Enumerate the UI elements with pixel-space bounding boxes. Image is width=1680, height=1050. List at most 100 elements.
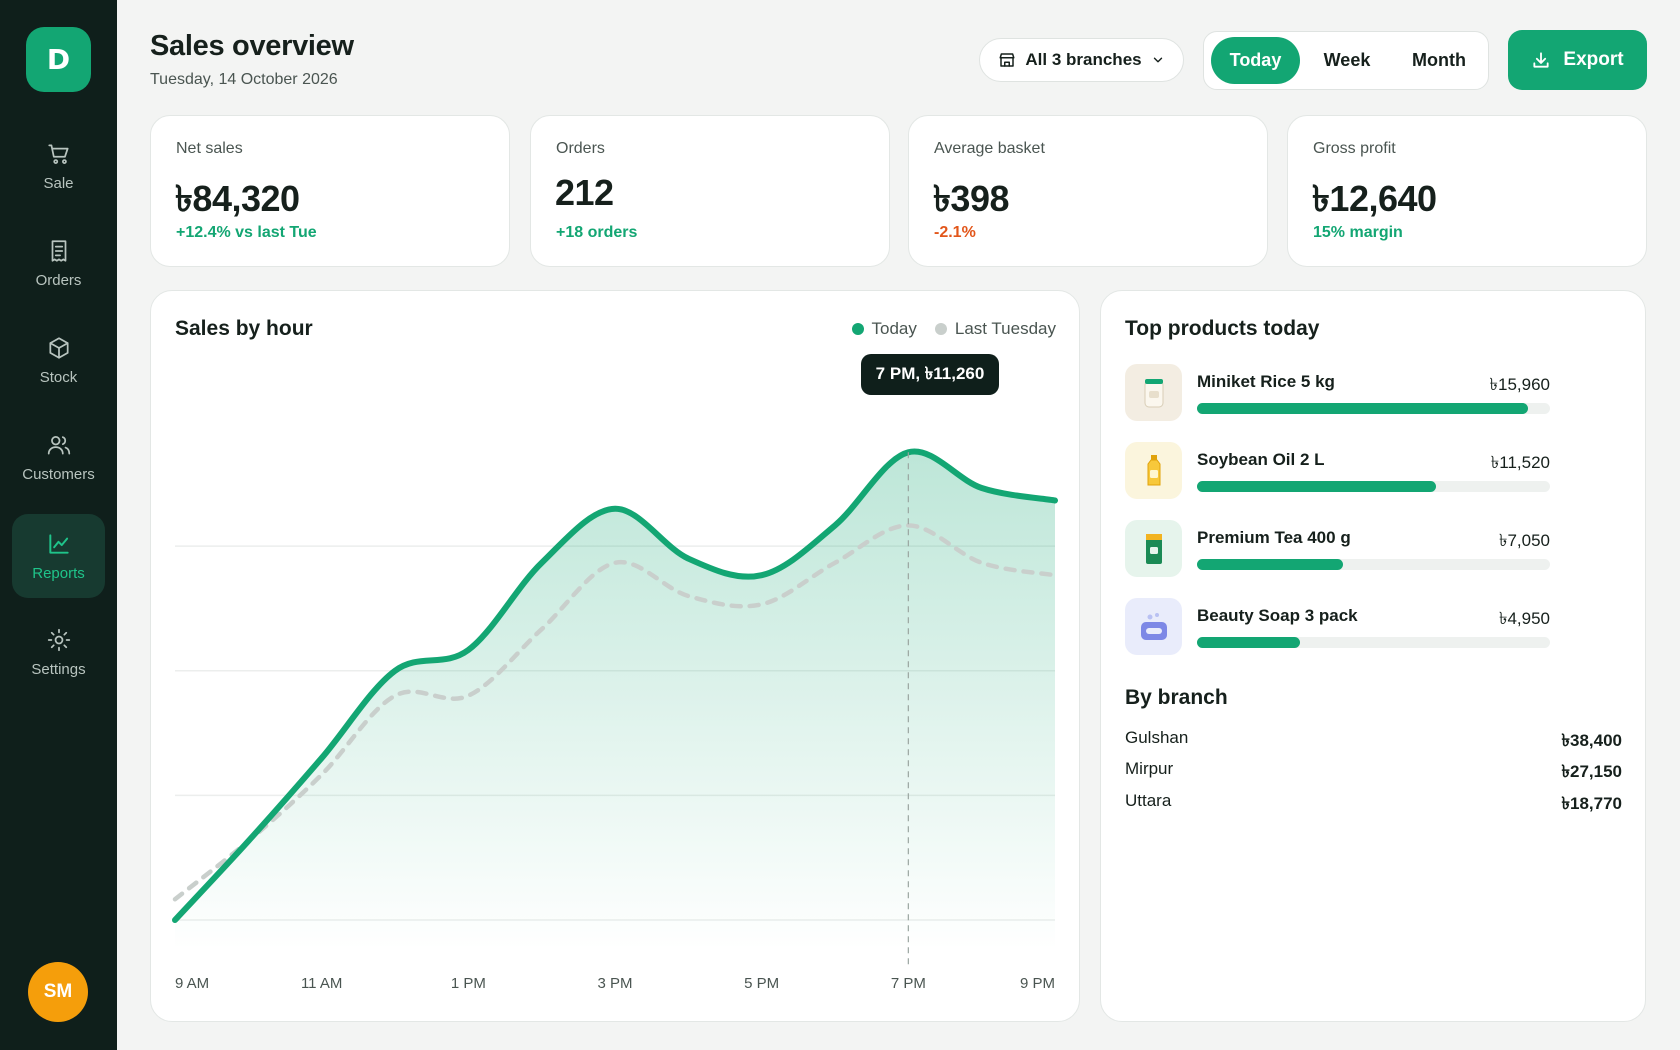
x-tick-label: 11 AM bbox=[300, 975, 343, 992]
kpi-delta: 15% margin bbox=[1313, 224, 1403, 241]
store-icon bbox=[999, 53, 1015, 67]
cart-icon bbox=[47, 143, 69, 164]
branch-row: Mirpur ৳27,150 bbox=[1125, 759, 1622, 781]
product-bar bbox=[1197, 481, 1437, 492]
rice-bag-icon bbox=[1125, 364, 1182, 421]
product-amount: ৳7,050 bbox=[1498, 531, 1550, 550]
product-bar-track bbox=[1197, 403, 1550, 414]
kpi-label: Average basket bbox=[934, 140, 1045, 157]
kpi-label: Net sales bbox=[176, 140, 243, 157]
sidebar-item-label: Customers bbox=[22, 465, 95, 483]
sidebar: D Sale Orders Stock Customers Reports Se… bbox=[0, 0, 117, 1050]
branch-amount: ৳18,770 bbox=[1561, 794, 1622, 813]
branch-select-value: All 3 branches bbox=[1025, 50, 1142, 69]
list-item[interactable]: Soybean Oil 2 L ৳11,520 bbox=[1125, 442, 1550, 502]
product-name: Soybean Oil 2 L bbox=[1197, 450, 1325, 469]
sidebar-item-label: Stock bbox=[39, 368, 78, 386]
product-name: Miniket Rice 5 kg bbox=[1197, 372, 1335, 391]
range-today-button[interactable]: Today bbox=[1211, 37, 1300, 84]
range-month-button[interactable]: Month bbox=[1412, 50, 1466, 70]
chart-icon bbox=[48, 533, 69, 554]
sidebar-item-label: Settings bbox=[31, 660, 86, 678]
kpi-value: 212 bbox=[555, 172, 614, 213]
branch-name: Gulshan bbox=[1125, 728, 1189, 747]
tea-box-icon bbox=[1125, 520, 1182, 577]
product-amount: ৳11,520 bbox=[1490, 453, 1550, 472]
x-tick-label: 7 PM bbox=[890, 975, 926, 992]
branch-row: Uttara ৳18,770 bbox=[1125, 791, 1622, 813]
branch-amount: ৳27,150 bbox=[1561, 762, 1622, 781]
legend-item-today: Today bbox=[851, 319, 917, 339]
product-name: Beauty Soap 3 pack bbox=[1197, 606, 1358, 625]
sidebar-item-label: Sale bbox=[43, 174, 74, 192]
branch-name: Mirpur bbox=[1125, 759, 1174, 778]
app-logo[interactable]: D bbox=[26, 27, 91, 92]
chart-legend: Today Last Tuesday bbox=[851, 319, 1056, 339]
date-range-toggle: Today Week Month bbox=[1203, 31, 1489, 90]
branch-row: Gulshan ৳38,400 bbox=[1125, 728, 1622, 750]
legend-dot bbox=[934, 323, 947, 335]
by-branch-title: By branch bbox=[1125, 686, 1228, 709]
users-icon bbox=[47, 435, 70, 455]
page-title: Sales overview bbox=[150, 30, 354, 62]
kpi-label: Gross profit bbox=[1313, 140, 1396, 157]
avatar[interactable]: SM bbox=[28, 962, 88, 1022]
sidebar-item-label: Reports bbox=[32, 564, 85, 582]
gear-icon bbox=[47, 628, 70, 651]
product-amount: ৳4,950 bbox=[1498, 609, 1550, 628]
list-item[interactable]: Beauty Soap 3 pack ৳4,950 bbox=[1125, 598, 1550, 658]
chart-title: Sales by hour bbox=[175, 317, 313, 340]
branch-name: Uttara bbox=[1125, 791, 1172, 810]
x-tick-label: 5 PM bbox=[744, 975, 780, 992]
sidebar-item-orders[interactable]: Orders bbox=[12, 221, 105, 305]
page-date: Tuesday, 14 October 2026 bbox=[150, 71, 338, 88]
sidebar-item-sale[interactable]: Sale bbox=[12, 124, 105, 208]
download-icon bbox=[1533, 52, 1549, 68]
kpi-card-net-sales: Net sales ৳84,320 +12.4% vs last Tue bbox=[150, 115, 510, 267]
kpi-delta: +18 orders bbox=[556, 224, 638, 241]
export-button[interactable]: Export bbox=[1508, 30, 1647, 90]
range-week-button[interactable]: Week bbox=[1323, 50, 1371, 70]
top-products-title: Top products today bbox=[1125, 317, 1320, 340]
product-bar bbox=[1197, 403, 1529, 414]
series-line-today bbox=[172, 448, 1058, 923]
legend-label: Today bbox=[871, 319, 917, 338]
legend-label: Last Tuesday bbox=[954, 319, 1056, 338]
series-line-last-tuesday bbox=[172, 523, 1058, 902]
sidebar-item-stock[interactable]: Stock bbox=[12, 318, 105, 402]
product-name: Premium Tea 400 g bbox=[1197, 528, 1351, 547]
x-tick-label: 1 PM bbox=[450, 975, 486, 992]
kpi-value: ৳12,640 bbox=[1312, 178, 1437, 219]
branch-select[interactable]: All 3 branches bbox=[979, 38, 1184, 82]
kpi-card-orders: Orders 212 +18 orders bbox=[530, 115, 890, 267]
product-bar-track bbox=[1197, 559, 1550, 570]
list-item[interactable]: Miniket Rice 5 kg ৳15,960 bbox=[1125, 364, 1550, 424]
kpi-value: ৳398 bbox=[933, 178, 1010, 219]
product-bar-track bbox=[1197, 481, 1550, 492]
chart-tooltip: 7 PM, ৳11,260 bbox=[861, 354, 999, 395]
kpi-delta: -2.1% bbox=[934, 224, 976, 241]
series-area-today bbox=[175, 451, 1055, 950]
export-label: Export bbox=[1563, 49, 1624, 70]
product-amount: ৳15,960 bbox=[1489, 375, 1550, 394]
kpi-card-gross-profit: Gross profit ৳12,640 15% margin bbox=[1287, 115, 1647, 267]
x-tick-label: 9 AM bbox=[175, 975, 210, 992]
list-item[interactable]: Premium Tea 400 g ৳7,050 bbox=[1125, 520, 1550, 580]
x-tick-label: 3 PM bbox=[597, 975, 633, 992]
sidebar-item-reports[interactable]: Reports bbox=[12, 514, 105, 598]
branch-amount: ৳38,400 bbox=[1561, 731, 1622, 750]
receipt-icon bbox=[51, 239, 66, 262]
product-bar bbox=[1197, 559, 1344, 570]
oil-bottle-icon bbox=[1125, 442, 1182, 499]
legend-dot bbox=[851, 323, 864, 335]
product-bar bbox=[1197, 637, 1300, 648]
kpi-delta: +12.4% vs last Tue bbox=[176, 224, 317, 241]
sidebar-item-customers[interactable]: Customers bbox=[12, 415, 105, 499]
box-icon bbox=[48, 336, 69, 359]
chevron-down-icon bbox=[1153, 57, 1162, 63]
soap-icon bbox=[1125, 598, 1182, 655]
sidebar-item-label: Orders bbox=[35, 271, 82, 289]
kpi-value: ৳84,320 bbox=[175, 178, 300, 219]
sidebar-item-settings[interactable]: Settings bbox=[12, 610, 105, 694]
